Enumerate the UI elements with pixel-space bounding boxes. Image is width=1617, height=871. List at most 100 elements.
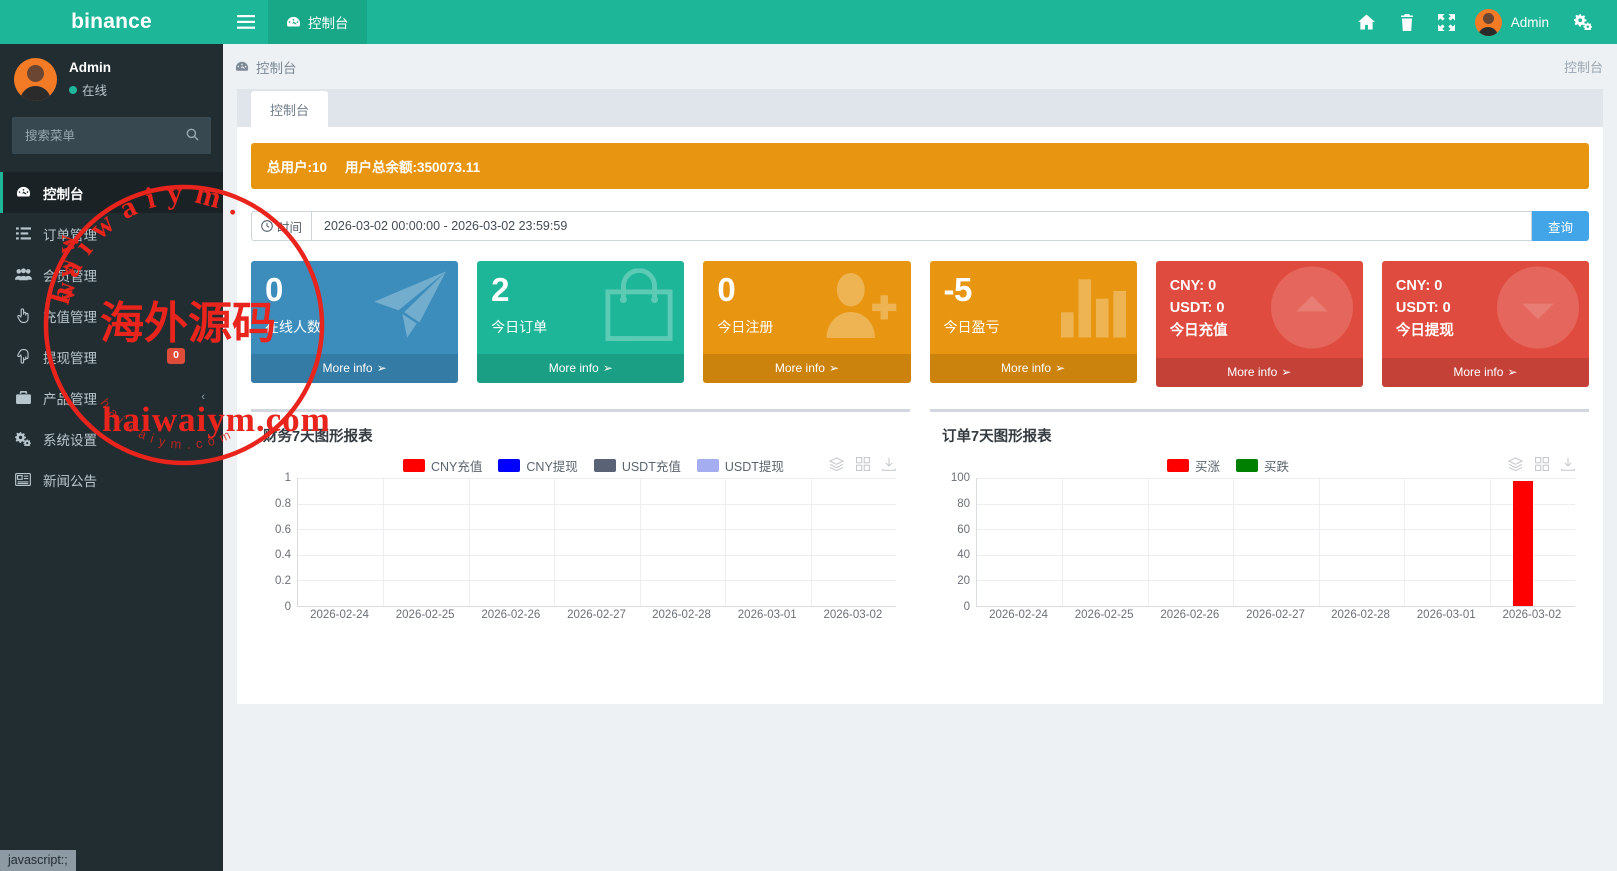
legend-item[interactable]: CNY充值 bbox=[403, 456, 482, 475]
y-tick: 0.8 bbox=[275, 497, 291, 510]
legend-item[interactable]: USDT充值 bbox=[593, 456, 681, 475]
dashboard-icon bbox=[14, 185, 32, 200]
x-tick: 2026-03-01 bbox=[1416, 609, 1476, 621]
card-today-orders: 2 今日订单 More info ➢ bbox=[477, 261, 685, 383]
fullscreen-icon[interactable] bbox=[1427, 0, 1467, 44]
clock-icon bbox=[261, 220, 273, 232]
card-more-info[interactable]: More info ➢ bbox=[1155, 358, 1363, 387]
card-body: CNY: 0 USDT: 0 今日提现 bbox=[1382, 261, 1589, 358]
date-range-input[interactable]: 2026-03-02 00:00:00 - 2026-03-02 23:59:5… bbox=[311, 211, 1532, 241]
legend-swatch bbox=[696, 459, 719, 472]
card-body: -5 今日盈亏 bbox=[930, 261, 1137, 354]
card-label: 今日盈亏 bbox=[943, 319, 1000, 335]
download-icon[interactable] bbox=[1561, 457, 1575, 474]
card-body: 0 在线人数 bbox=[251, 261, 458, 354]
time-label-text: 时间 bbox=[277, 220, 303, 235]
chart-plot: 1 0.8 0.6 0.4 0.2 0 bbox=[263, 472, 898, 613]
legend-item[interactable]: USDT提现 bbox=[696, 456, 784, 475]
card-label: 今日提现 bbox=[1395, 322, 1454, 339]
sidebar-item-dashboard[interactable]: 控制台 bbox=[0, 172, 223, 213]
header-actions: Admin bbox=[1347, 0, 1617, 44]
chart-title: 财务7天图形报表 bbox=[263, 429, 373, 445]
sidebar-item-recharge[interactable]: 充值管理 bbox=[0, 295, 223, 336]
header-spacer bbox=[367, 0, 1347, 44]
x-tick: 2026-02-24 bbox=[310, 609, 369, 621]
tab-strip: 控制台 bbox=[237, 89, 1603, 127]
sidebar-search-box[interactable] bbox=[12, 117, 211, 154]
card-body: 2 今日订单 bbox=[477, 261, 684, 354]
sidebar-item-orders[interactable]: 订单管理 bbox=[0, 213, 223, 254]
total-balance-label: 用户总余额:350073.11 bbox=[345, 160, 481, 175]
main-content: 控制台 控制台 控制台 总用户:10 用户总余额:350073.11 时间 20… bbox=[223, 44, 1617, 871]
browser-status-bar: javascript:; bbox=[0, 850, 76, 871]
x-tick: 2026-02-28 bbox=[1331, 609, 1390, 621]
card-label: 今日订单 bbox=[491, 319, 548, 335]
sidebar-item-news[interactable]: 新闻公告 bbox=[0, 459, 223, 500]
x-tick: 2026-02-27 bbox=[1246, 609, 1305, 621]
hamburger-icon[interactable] bbox=[223, 0, 268, 44]
legend-label: 买涨 bbox=[1195, 460, 1221, 474]
legend-swatch bbox=[1236, 459, 1259, 472]
chart-toolbar bbox=[1507, 457, 1575, 474]
sidebar-item-label: 系统设置 bbox=[43, 432, 97, 448]
stack-icon[interactable] bbox=[1507, 457, 1524, 474]
card-label: 今日充值 bbox=[1169, 322, 1228, 339]
chart-toolbar bbox=[828, 457, 896, 474]
download-icon[interactable] bbox=[882, 457, 896, 474]
legend-label: 买跌 bbox=[1264, 460, 1290, 474]
home-icon[interactable] bbox=[1347, 0, 1387, 44]
y-tick: 0.6 bbox=[275, 523, 291, 536]
user-menu[interactable]: Admin bbox=[1467, 0, 1563, 44]
trash-icon[interactable] bbox=[1387, 0, 1427, 44]
legend-swatch bbox=[403, 459, 425, 472]
card-more-info[interactable]: More info ➢ bbox=[929, 354, 1137, 383]
sidebar-item-settings[interactable]: 系统设置 bbox=[0, 418, 223, 459]
logo-text: binance bbox=[71, 10, 152, 33]
list-icon bbox=[14, 227, 32, 240]
query-row: 时间 2026-03-02 00:00:00 - 2026-03-02 23:5… bbox=[251, 211, 1589, 241]
card-more-info[interactable]: More info ➢ bbox=[477, 354, 685, 383]
card-today-withdraw: CNY: 0 USDT: 0 今日提现 More info ➢ bbox=[1381, 261, 1590, 387]
dashboard-icon bbox=[286, 16, 301, 27]
card-more-info[interactable]: More info ➢ bbox=[703, 354, 911, 383]
y-axis: 1 0.8 0.6 0.4 0.2 0 bbox=[263, 472, 297, 613]
y-tick: 0.4 bbox=[275, 549, 291, 562]
search-input[interactable] bbox=[25, 128, 186, 143]
stack-icon[interactable] bbox=[828, 457, 845, 474]
grid-icon[interactable] bbox=[856, 457, 870, 474]
query-button[interactable]: 查询 bbox=[1531, 211, 1589, 241]
y-tick: 80 bbox=[957, 497, 970, 510]
card-more-info[interactable]: More info ➢ bbox=[251, 354, 459, 383]
logo[interactable]: binance bbox=[0, 0, 223, 44]
sidebar-user-panel[interactable]: Admin 在线 bbox=[0, 44, 223, 117]
card-value: -5 bbox=[943, 271, 973, 308]
sidebar-item-members[interactable]: 会员管理 bbox=[0, 254, 223, 295]
chart-orders-7day: 订单7天图形报表 买涨 买跌 100 80 bbox=[930, 409, 1589, 641]
search-icon[interactable] bbox=[186, 128, 199, 144]
tab-dashboard[interactable]: 控制台 bbox=[251, 91, 329, 127]
x-tick: 2026-02-24 bbox=[989, 609, 1048, 621]
sidebar-item-products[interactable]: 产品管理 ‹ bbox=[0, 377, 223, 418]
sidebar-user-name: Admin bbox=[69, 60, 111, 75]
sidebar-item-label: 会员管理 bbox=[43, 268, 97, 284]
nav-tab-dashboard[interactable]: 控制台 bbox=[268, 0, 367, 44]
sidebar-item-label: 订单管理 bbox=[43, 227, 97, 243]
grid-icon[interactable] bbox=[1535, 457, 1549, 474]
x-tick: 2026-03-01 bbox=[737, 609, 797, 621]
sidebar-item-withdraw[interactable]: 提现管理 0 bbox=[0, 336, 223, 377]
online-dot-icon bbox=[69, 85, 77, 94]
legend-item[interactable]: 买涨 bbox=[1167, 456, 1220, 475]
breadcrumb: 控制台 控制台 bbox=[223, 44, 1617, 89]
arrow-circle-icon: ➢ bbox=[376, 361, 387, 375]
legend-label: CNY充值 bbox=[431, 460, 483, 474]
bar-buy-up bbox=[1512, 480, 1534, 606]
gears-icon[interactable] bbox=[1563, 0, 1603, 44]
arrow-circle-icon: ➢ bbox=[1055, 361, 1066, 375]
top-header: binance 控制台 Admin bbox=[0, 0, 1617, 44]
card-more-info[interactable]: More info ➢ bbox=[1381, 358, 1590, 387]
legend-item[interactable]: 买跌 bbox=[1236, 456, 1289, 475]
card-usdt-value: USDT: 0 bbox=[1395, 300, 1451, 317]
legend-item[interactable]: CNY提现 bbox=[498, 456, 578, 475]
card-today-deposit: CNY: 0 USDT: 0 今日充值 More info ➢ bbox=[1155, 261, 1363, 387]
panel-body: 总用户:10 用户总余额:350073.11 时间 2026-03-02 00:… bbox=[237, 127, 1603, 704]
